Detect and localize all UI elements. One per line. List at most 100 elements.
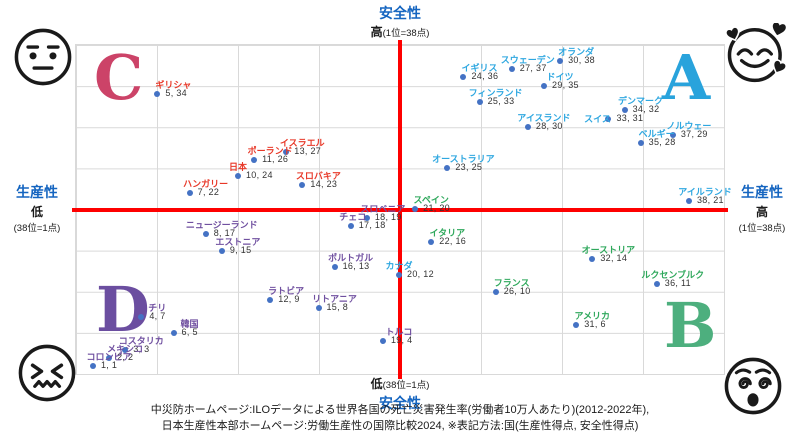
country-label: イタリア	[429, 228, 466, 239]
point-marker	[524, 123, 531, 130]
country-label: 日本	[228, 162, 247, 173]
point-value-label: 38, 21	[696, 195, 724, 206]
point-marker	[170, 330, 177, 337]
point-value-label: 30, 38	[568, 55, 595, 65]
point-marker	[363, 214, 370, 221]
country-label: ノルウェー	[666, 121, 712, 132]
axis-low-label-left: 低	[30, 205, 43, 219]
point-marker	[299, 181, 306, 188]
country-label: カナダ	[385, 261, 413, 272]
point-marker	[492, 288, 499, 295]
point-marker	[283, 148, 290, 155]
point-marker	[396, 272, 403, 279]
axis-high-label-top: 高	[370, 25, 383, 39]
axis-note-left: (38位=1点)	[13, 223, 61, 234]
productivity-axis-title-left: 生産性	[16, 184, 58, 200]
country-label: スロバキア	[295, 170, 341, 181]
point-value-label: 34, 32	[632, 104, 660, 115]
country-label: エストニア	[215, 236, 261, 247]
country-label: アイルランド	[678, 187, 732, 198]
safety-axis-title-bottom: 安全性	[379, 395, 421, 411]
point-value-label: 28, 30	[535, 120, 563, 131]
country-label: スウェーデン	[500, 55, 555, 66]
quadrant-letter-b: B	[664, 289, 717, 362]
country-label: ニュージーランド	[185, 220, 258, 231]
axis-label-right: 生産性 高 (1位=38点)	[724, 182, 800, 234]
point-marker	[379, 338, 386, 345]
point-value-label: 33, 31	[616, 112, 644, 123]
country-label: トルコ	[385, 327, 413, 338]
country-label: デンマーク	[618, 96, 664, 107]
country-label: スロベニア	[360, 203, 406, 214]
point-value-label: 8, 17	[213, 228, 236, 239]
country-label: リトアニア	[312, 294, 357, 305]
country-label: イスラエル	[279, 137, 325, 148]
productivity-axis-title-right: 生産性	[741, 184, 783, 200]
point-value-label: 12, 9	[278, 294, 300, 305]
point-marker	[589, 255, 596, 262]
point-value-label: 13, 27	[294, 145, 322, 156]
point-marker	[315, 305, 322, 312]
point-value-label: 17, 18	[358, 219, 386, 230]
point-marker	[186, 189, 193, 196]
axis-note-top: (1位=38点)	[382, 28, 430, 39]
country-label: オーストリア	[581, 244, 636, 255]
vertical-axis-line	[398, 40, 402, 379]
point-marker	[347, 222, 354, 229]
point-marker	[428, 239, 435, 246]
point-value-label: 2, 2	[117, 351, 134, 362]
point-marker	[444, 165, 451, 172]
point-value-label: 37, 29	[680, 129, 708, 140]
country-label: オーストラリア	[432, 154, 495, 165]
country-label: ルクセンブルク	[641, 269, 705, 280]
plot-area: C A D B 30, 38 オランダ 27, 37 スウェーデン 24, 36 イギリス…	[72, 40, 732, 379]
point-marker	[685, 198, 692, 205]
country-label: フィンランド	[468, 88, 523, 99]
country-label: コスタリカ	[118, 335, 164, 346]
axis-low-label-bottom: 低	[370, 377, 383, 391]
point-value-label: 29, 35	[552, 79, 579, 90]
point-value-label: 25, 33	[487, 96, 515, 107]
country-label: コロンビア	[86, 352, 132, 362]
point-marker	[621, 107, 628, 114]
point-marker	[476, 99, 483, 106]
country-label: チリ	[148, 302, 167, 313]
quadrant-letter-d: D	[96, 273, 150, 346]
point-marker	[218, 247, 225, 254]
point-marker	[122, 346, 129, 353]
point-value-label: 14, 23	[310, 178, 338, 189]
point-marker	[653, 280, 660, 287]
point-value-label: 24, 36	[471, 71, 499, 82]
point-marker	[508, 66, 515, 73]
axis-note-bottom: (38位=1点)	[382, 380, 430, 391]
point-marker	[106, 354, 113, 361]
point-value-label: 18, 19	[374, 211, 402, 222]
point-marker	[573, 321, 580, 328]
point-value-label: 32, 14	[600, 252, 628, 263]
point-value-label: 9, 15	[229, 244, 252, 255]
point-marker	[251, 156, 258, 163]
point-value-label: 31, 6	[584, 318, 606, 329]
neutral-face-icon	[14, 28, 72, 86]
dizzy-face-icon	[724, 357, 782, 415]
point-value-label: 22, 16	[439, 236, 467, 247]
point-marker	[541, 82, 548, 89]
country-label: アイスランド	[517, 112, 571, 123]
point-marker	[138, 313, 145, 320]
axis-label-left: 生産性 低 (38位=1点)	[0, 182, 74, 234]
point-value-label: 3, 3	[133, 343, 150, 354]
point-value-label: 20, 12	[407, 269, 434, 280]
point-value-label: 10, 24	[245, 170, 273, 181]
point-value-label: 19, 4	[390, 335, 413, 346]
country-label: スペイン	[413, 195, 449, 206]
safety-axis-title-top: 安全性	[379, 5, 421, 21]
source-caption-line1: 中災防ホームページ:ILOデータによる世界各国の死亡災害発生率(労働者10万人あ…	[150, 404, 650, 416]
point-marker	[557, 58, 564, 64]
country-label: ギリシャ	[155, 79, 192, 90]
country-label: ポルトガル	[328, 253, 374, 264]
axis-note-right: (1位=38点)	[738, 223, 786, 234]
point-value-label: 15, 8	[326, 302, 349, 313]
point-marker	[605, 115, 612, 122]
point-value-label: 23, 25	[455, 162, 483, 173]
